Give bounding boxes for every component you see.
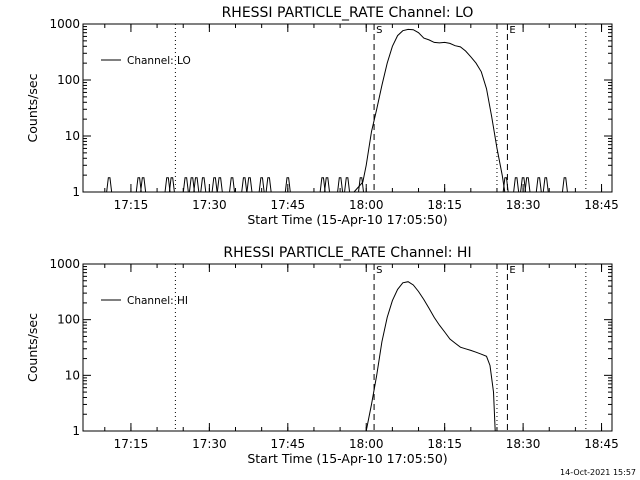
x-tick-label: 18:30 — [506, 198, 541, 212]
chart-title: RHESSI PARTICLE_RATE Channel: LO — [222, 5, 474, 21]
count-spike — [324, 177, 331, 193]
x-tick-label: 17:30 — [192, 198, 227, 212]
x-tick-label: 17:45 — [271, 198, 306, 212]
panel-hi: RHESSI PARTICLE_RATE Channel: HI 1 10 100 10… — [25, 245, 619, 466]
count-spike — [513, 177, 520, 193]
count-spike — [358, 177, 365, 193]
y-axis-label: Counts/sec — [25, 73, 40, 142]
count-spike — [164, 177, 171, 193]
x-tick-label: 17:15 — [114, 198, 149, 212]
x-axis-label: Start Time (15-Apr-10 17:05:50) — [247, 451, 447, 466]
count-spike — [135, 177, 142, 193]
count-spike — [188, 177, 195, 193]
count-spike — [211, 177, 218, 193]
y-tick-label: 1000 — [49, 257, 80, 271]
count-spike — [258, 177, 265, 193]
legend-entry: Channel: HI — [127, 295, 188, 307]
count-spike — [561, 177, 568, 193]
count-spike — [140, 177, 147, 193]
x-tick-label: 18:15 — [427, 437, 462, 451]
legend-entry: Channel: LO — [127, 55, 191, 67]
count-spike — [319, 177, 326, 193]
marker-label: S — [376, 25, 382, 36]
count-spike — [246, 177, 253, 193]
marker-label: E — [509, 265, 515, 276]
y-tick-label: 10 — [65, 368, 80, 382]
marker-label: S — [376, 265, 382, 276]
count-spike — [200, 177, 207, 193]
count-spike — [535, 177, 542, 193]
count-spike — [520, 177, 527, 193]
panel-lo: RHESSI PARTICLE_RATE Channel: LO 1 10 100 10… — [25, 5, 619, 227]
timestamp: 14-Oct-2021 15:57 — [560, 468, 636, 477]
count-spike — [542, 177, 549, 193]
count-spike — [193, 177, 200, 193]
x-tick-label: 17:30 — [192, 437, 227, 451]
count-spike — [182, 177, 189, 193]
plot-frame — [82, 23, 613, 193]
x-tick-label: 18:00 — [349, 198, 384, 212]
y-tick-label: 100 — [57, 73, 80, 87]
y-tick-label: 1 — [72, 424, 80, 438]
x-tick-label: 18:30 — [506, 437, 541, 451]
x-tick-label: 18:45 — [584, 437, 619, 451]
x-tick-label: 18:45 — [584, 198, 619, 212]
x-axis-label: Start Time (15-Apr-10 17:05:50) — [247, 212, 447, 227]
plot-frame — [82, 263, 613, 432]
x-tick-label: 17:15 — [114, 437, 149, 451]
marker-label: E — [509, 25, 515, 36]
x-tick-label: 17:45 — [271, 437, 306, 451]
count-spike — [229, 177, 236, 193]
chart-title: RHESSI PARTICLE_RATE Channel: HI — [223, 245, 471, 261]
y-axis-label: Counts/sec — [25, 313, 40, 382]
count-spike — [106, 177, 113, 193]
series-line — [365, 281, 496, 432]
y-tick-label: 10 — [65, 129, 80, 143]
y-tick-label: 100 — [57, 313, 80, 327]
y-tick-label: 1 — [72, 185, 80, 199]
count-spike — [265, 177, 272, 193]
y-tick-label: 1000 — [49, 17, 80, 31]
x-tick-label: 18:15 — [427, 198, 462, 212]
count-spike — [216, 177, 223, 193]
count-spike — [337, 177, 344, 193]
count-spike — [284, 177, 291, 193]
count-spike — [168, 177, 175, 193]
series-line — [353, 28, 506, 193]
count-spike — [524, 177, 531, 193]
count-spike — [241, 177, 248, 193]
x-tick-label: 18:00 — [349, 437, 384, 451]
count-spike — [344, 177, 351, 193]
